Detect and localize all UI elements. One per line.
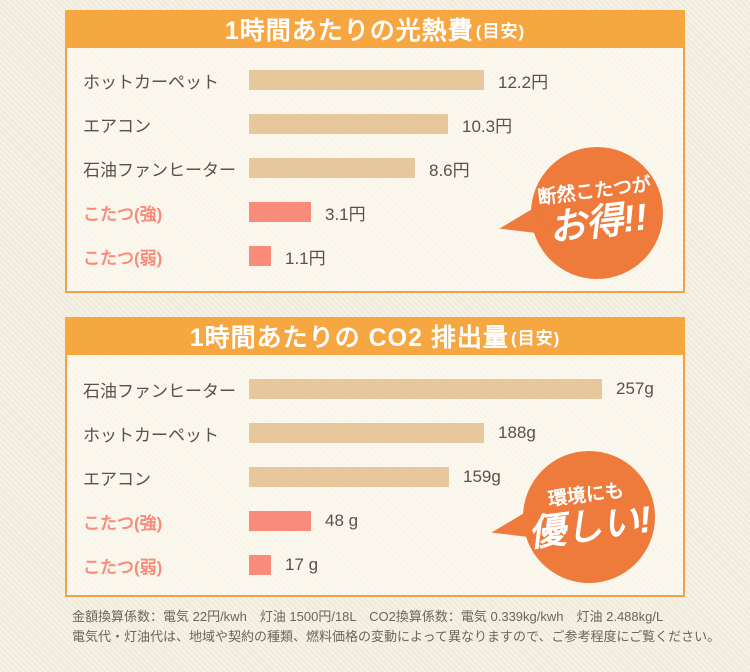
bar bbox=[249, 114, 448, 134]
co2-chart-title: 1時間あたりの CO2 排出量 (目安) bbox=[65, 317, 685, 355]
category-label: こたつ(強) bbox=[83, 513, 163, 533]
category-label: こたつ(弱) bbox=[83, 557, 163, 577]
category-label: こたつ(強) bbox=[83, 204, 163, 224]
co2-chart-title-text: 1時間あたりの CO2 排出量 bbox=[189, 324, 509, 352]
chart-row: こたつ(弱) 1.1円 bbox=[67, 234, 683, 278]
category-label: エアコン bbox=[83, 469, 151, 489]
value-label: 17 g bbox=[285, 555, 319, 574]
bar bbox=[249, 70, 484, 90]
co2-chart-title-note: (目安) bbox=[510, 328, 561, 348]
bar bbox=[249, 423, 484, 443]
category-label: エアコン bbox=[83, 116, 151, 136]
bar bbox=[249, 467, 449, 487]
value-label: 48 g bbox=[325, 511, 359, 530]
chart-row: こたつ(強) 48 g bbox=[67, 499, 683, 543]
cost-chart-title-note: (目安) bbox=[475, 21, 526, 41]
chart-row: ホットカーペット 188g bbox=[67, 411, 683, 455]
value-label: 12.2円 bbox=[498, 72, 549, 92]
chart-row: 石油ファンヒーター 8.6円 bbox=[67, 146, 683, 190]
footnote: 金額換算係数：電気 22円/kwh 灯油 1500円/18L CO2換算係数：電… bbox=[72, 607, 742, 647]
value-label: 1.1円 bbox=[285, 248, 326, 268]
category-label: 石油ファンヒーター bbox=[83, 160, 236, 180]
bar bbox=[249, 202, 311, 222]
value-label: 10.3円 bbox=[462, 116, 513, 136]
cost-chart-panel: 1時間あたりの光熱費 (目安) ホットカーペット 12.2円エアコン 10.3円石油フ… bbox=[65, 10, 685, 293]
kotatsu-deal-badge: 断然こたつが お得!! bbox=[496, 147, 663, 279]
eco-friendly-badge: 環境にも 優しい! bbox=[488, 451, 655, 583]
category-label: こたつ(弱) bbox=[83, 248, 163, 268]
cost-chart-title-text: 1時間あたりの光熱費 bbox=[224, 17, 474, 45]
co2-chart-panel: 1時間あたりの CO2 排出量 (目安) 石油ファンヒーター 257g ホットカーペッ… bbox=[65, 317, 685, 597]
bar bbox=[249, 511, 311, 531]
chart-row: ホットカーペット 12.2円 bbox=[67, 58, 683, 102]
footnote-conversion-factors: 金額換算係数：電気 22円/kwh 灯油 1500円/18L CO2換算係数：電… bbox=[72, 609, 664, 624]
bar bbox=[249, 379, 602, 399]
value-label: 159g bbox=[463, 467, 501, 486]
value-label: 3.1円 bbox=[325, 204, 366, 224]
cost-chart-title: 1時間あたりの光熱費 (目安) bbox=[65, 10, 685, 48]
value-label: 8.6円 bbox=[429, 160, 470, 180]
chart-row: 石油ファンヒーター 257g bbox=[67, 367, 683, 411]
bar bbox=[249, 555, 271, 575]
chart-row: エアコン 159g bbox=[67, 455, 683, 499]
chart-row: こたつ(弱) 17 g bbox=[67, 543, 683, 587]
bar bbox=[249, 246, 271, 266]
value-label: 257g bbox=[616, 379, 654, 398]
value-label: 188g bbox=[498, 423, 536, 442]
bar bbox=[249, 158, 415, 178]
category-label: ホットカーペット bbox=[83, 72, 219, 92]
footnote-disclaimer: 電気代・灯油代は、地域や契約の種類、燃料価格の変動によって異なりますので、ご参考… bbox=[72, 629, 721, 645]
category-label: 石油ファンヒーター bbox=[83, 381, 236, 401]
category-label: ホットカーペット bbox=[83, 425, 219, 445]
chart-row: こたつ(強) 3.1円 bbox=[67, 190, 683, 234]
chart-row: エアコン 10.3円 bbox=[67, 102, 683, 146]
